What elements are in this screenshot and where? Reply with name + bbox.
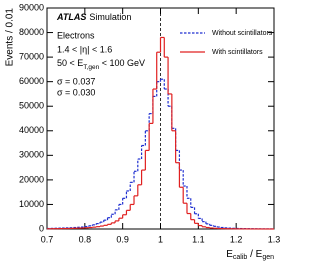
x-tick-label: 0.7 (41, 234, 54, 244)
y-tick-label: 70000 (19, 51, 44, 61)
x-label-sub: calib (233, 254, 248, 261)
y-tick-label: 80000 (19, 27, 44, 37)
x-tick-label: 1 (158, 234, 163, 244)
atlas: ATLAS (56, 12, 86, 22)
atlas-suffix: Simulation (89, 12, 131, 22)
chart: Events / 0.01 Ecalib / Egen ATLAS Simulat… (5, 2, 280, 261)
x-tick-label: 1.1 (192, 234, 205, 244)
x-label-part: / E (247, 249, 262, 260)
energy-sub: T,gen (83, 64, 99, 71)
y-tick-label: 60000 (19, 76, 44, 86)
energy-part: 50 < E (57, 58, 83, 68)
y-tick-label: 50000 (19, 101, 44, 111)
particle-label: Electrons (57, 30, 95, 40)
legend-label: Without scintillators (212, 30, 273, 37)
y-tick-label: 40000 (19, 125, 44, 135)
legend-label: With scintillators (212, 49, 263, 56)
eta-label: 1.4 < |η| < 1.6 (57, 44, 112, 54)
y-tick-label: 90000 (19, 2, 44, 12)
x-tick-label: 0.9 (116, 234, 129, 244)
energy-part: < 100 GeV (99, 58, 145, 68)
y-tick-label: 10000 (19, 199, 44, 209)
x-label-sub: gen (262, 254, 274, 261)
x-tick-label: 1.2 (230, 234, 243, 244)
atlas-label: ATLAS Simulation (56, 12, 131, 22)
sigma-label: σ = 0.037 (57, 76, 95, 86)
x-axis-label: Ecalib / Egen (226, 249, 274, 261)
y-axis-label: Events / 0.01 (5, 8, 16, 67)
y-tick-label: 20000 (19, 174, 44, 184)
x-tick-label: 1.3 (268, 234, 280, 244)
x-tick-label: 0.8 (79, 234, 92, 244)
y-tick-label: 0 (39, 223, 44, 233)
x-label-part: E (226, 249, 233, 260)
sigma-label: σ = 0.030 (57, 87, 95, 97)
energy-label: 50 < ET,gen < 100 GeV (57, 58, 145, 70)
y-tick-label: 30000 (19, 150, 44, 160)
